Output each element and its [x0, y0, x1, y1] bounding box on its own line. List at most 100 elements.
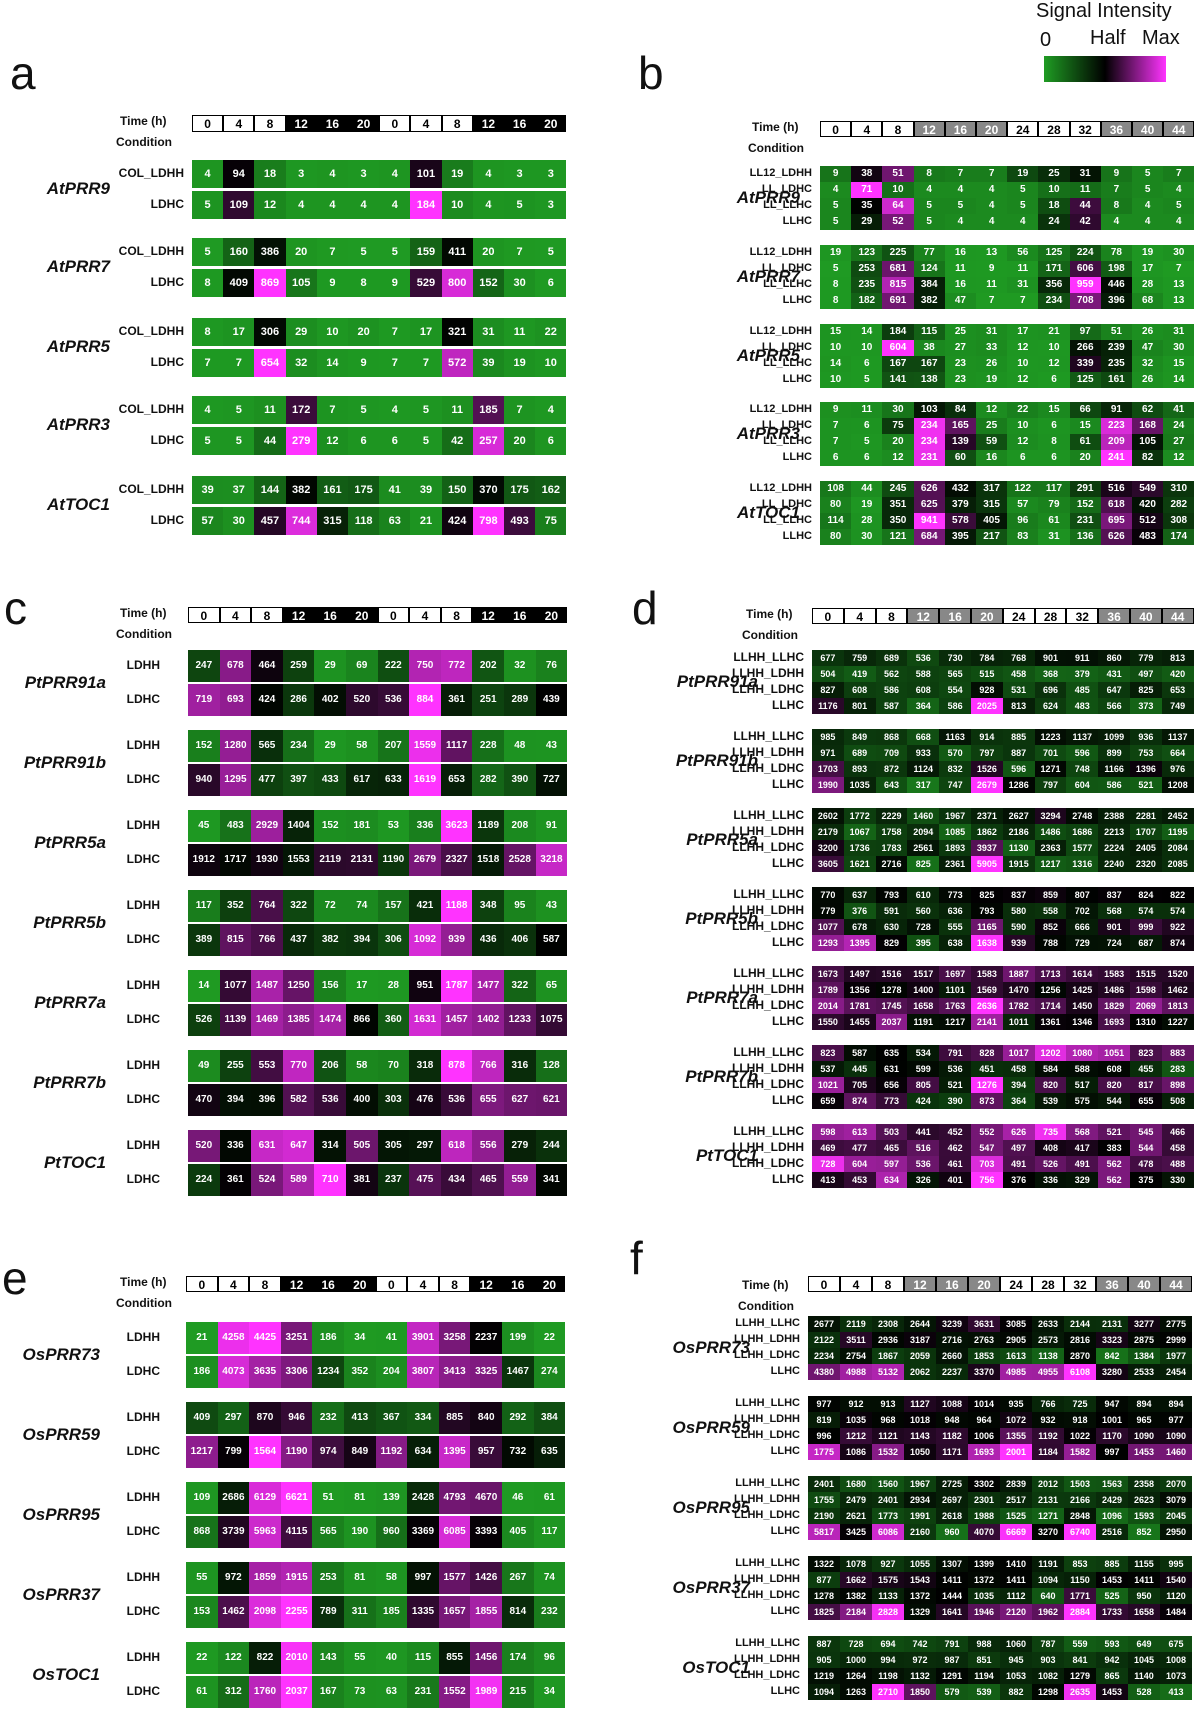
heatmap-cell: 505 [346, 1130, 378, 1162]
heatmap-cell: 996 [808, 1428, 840, 1444]
heatmap-cell: 17 [223, 318, 255, 346]
heatmap-cell: 7 [316, 396, 348, 424]
heatmap-cell: 1760 [249, 1676, 281, 1708]
condition-row-label: LDHH [126, 1650, 160, 1664]
heatmap-cell: 1758 [875, 824, 908, 840]
heatmap-cell: 725 [1064, 1396, 1096, 1412]
heatmap-cell: 599 [907, 1061, 940, 1077]
heatmap-cell: 31 [1038, 529, 1070, 545]
heatmap-cell: 9 [820, 166, 852, 182]
time-tick-label: 12 [470, 1276, 502, 1292]
heatmap-cell: 1077 [219, 970, 252, 1002]
heatmap-cell: 103 [913, 402, 945, 418]
heatmap-cell: 1673 [812, 966, 844, 982]
heatmap-cell: 968 [872, 1412, 904, 1428]
heatmap-cell: 504 [812, 666, 844, 682]
heatmap-cell: 74 [346, 890, 378, 922]
heatmap-cell: 436 [472, 924, 504, 956]
heatmap-cell: 4 [976, 182, 1008, 198]
heatmap-cell: 634 [875, 1172, 908, 1188]
heatmap-cell: 394 [219, 1084, 252, 1116]
heatmap-cell: 41 [379, 476, 411, 504]
time-tick-label: 4 [223, 115, 255, 132]
heatmap-cell: 1395 [438, 1436, 471, 1468]
heatmap-cell: 28 [377, 970, 410, 1002]
heatmap-cell: 352 [219, 890, 252, 922]
heatmap-cell: 2452 [1161, 808, 1194, 824]
heatmap-cell: 1569 [971, 982, 1003, 998]
time-tick-label: 44 [1161, 608, 1194, 624]
condition-row-label: LDHC [126, 1524, 160, 1538]
heatmap-cell: 572 [441, 349, 473, 377]
time-tick-label: 28 [1032, 1276, 1064, 1292]
gene-name: OsPRR95 [22, 1504, 100, 1524]
heatmap-cell: 1310 [1130, 1014, 1162, 1030]
time-tick-label: 16 [936, 1276, 968, 1292]
condition-row-label: LDHH [126, 1330, 160, 1344]
heatmap-cell: 483 [219, 810, 252, 842]
heatmap-cell: 724 [1098, 935, 1130, 951]
heatmap-cell: 2120 [1000, 1604, 1032, 1620]
heatmap-cell: 1101 [939, 982, 971, 998]
heatmap-cell: 1829 [1098, 998, 1130, 1014]
heatmap-cell: 2363 [1034, 840, 1067, 856]
heatmap-cell: 2517 [1000, 1492, 1032, 1508]
heatmap-cell: 2716 [875, 856, 908, 872]
heatmap-cell: 1713 [1034, 966, 1067, 982]
heatmap-cell: 497 [1130, 666, 1162, 682]
time-tick-label: 28 [1034, 608, 1067, 624]
heatmap-cell: 7 [944, 166, 976, 182]
heatmap-cell: 51 [1100, 324, 1132, 340]
heatmap-cell: 204 [375, 1356, 408, 1388]
heatmap-cell: 5 [913, 198, 945, 214]
heatmap-cell: 48 [504, 730, 536, 762]
condition-row-label: LLHH_LDHC [734, 1588, 800, 1601]
heatmap-cell: 76 [535, 650, 568, 682]
heatmap-cell: 885 [438, 1402, 471, 1434]
heatmap-cell: 20 [504, 427, 536, 455]
heatmap-cell: 1139 [219, 1004, 252, 1036]
heatmap-cell: 503 [875, 1124, 908, 1140]
heatmap-cell: 1755 [808, 1492, 840, 1508]
heatmap-cell: 1190 [280, 1436, 313, 1468]
condition-row-label: LLHC [782, 214, 812, 227]
condition-row-label: LLHC [770, 1364, 800, 1377]
heatmap-cell: 9 [1100, 166, 1132, 182]
time-tick-label: 36 [1100, 121, 1132, 137]
condition-row-label: LLHH_LDHH [732, 745, 804, 759]
heatmap-cell: 1787 [440, 970, 473, 1002]
heatmap-cell: 512 [1132, 513, 1164, 529]
heatmap-cell: 1170 [1096, 1428, 1128, 1444]
heatmap-cell: 125 [1038, 245, 1070, 261]
heatmap-cell: 2405 [1130, 840, 1162, 856]
time-tick-label: 0 [808, 1276, 840, 1292]
heatmap-cell: 31 [976, 324, 1008, 340]
heatmap-cell: 596 [1066, 745, 1099, 761]
heatmap-cell: 597 [875, 1156, 908, 1172]
heatmap-cell: 434 [440, 1164, 473, 1196]
heatmap-cell: 618 [440, 1130, 473, 1162]
heatmap-cell: 4380 [808, 1364, 840, 1380]
heatmap-cell: 3218 [535, 844, 568, 876]
heatmap-cell: 161 [1100, 372, 1132, 388]
heatmap-cell: 544 [1130, 1140, 1162, 1156]
heatmap-cell: 1223 [1034, 729, 1067, 745]
heatmap-cell: 279 [285, 427, 317, 455]
heatmap-cell: 2763 [968, 1332, 1000, 1348]
time-tick-label: 24 [1000, 1276, 1032, 1292]
heatmap-cell: 874 [1161, 935, 1194, 951]
heatmap-cell: 536 [440, 1084, 473, 1116]
heatmap-cell: 976 [1161, 761, 1194, 777]
heatmap-cell: 1991 [904, 1508, 936, 1524]
heatmap-cell: 5 [1163, 198, 1195, 214]
heatmap-cell: 1017 [1002, 1045, 1035, 1061]
heatmap-cell: 51 [312, 1482, 344, 1514]
heatmap-cell: 2010 [280, 1642, 313, 1674]
heatmap-cell: 109 [186, 1482, 218, 1514]
heatmap-cell: 819 [808, 1412, 840, 1428]
heatmap-cell: 39 [192, 476, 224, 504]
time-tick-label: 20 [968, 1276, 1000, 1292]
heatmap-cell: 742 [904, 1636, 936, 1652]
condition-row-label: LDHC [126, 692, 160, 706]
heatmap-cell: 20 [348, 318, 380, 346]
